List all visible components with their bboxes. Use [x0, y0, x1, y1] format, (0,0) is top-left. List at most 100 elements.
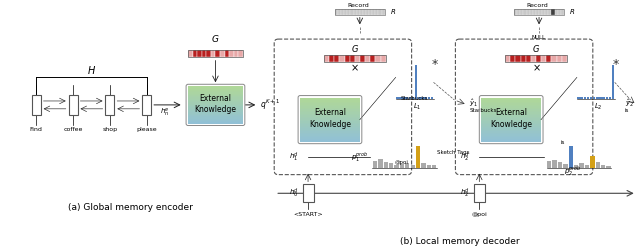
Bar [481, 109, 541, 111]
Bar [220, 50, 225, 57]
Bar [545, 9, 548, 14]
Text: Starbucks: Starbucks [469, 108, 497, 113]
Bar [596, 96, 598, 100]
Bar [106, 95, 115, 115]
Bar [383, 162, 388, 168]
Text: $p_1^{prob}$: $p_1^{prob}$ [351, 150, 369, 164]
Bar [481, 115, 541, 117]
Bar [300, 127, 360, 129]
Bar [188, 114, 243, 115]
Bar [188, 109, 243, 110]
Bar [188, 117, 243, 119]
Bar [526, 55, 531, 62]
Bar [335, 9, 338, 14]
Text: shop: shop [102, 126, 118, 132]
Bar [373, 160, 377, 168]
Bar [481, 130, 541, 132]
Bar [202, 50, 206, 57]
Bar [349, 55, 355, 62]
Bar [351, 9, 354, 14]
Bar [563, 164, 568, 168]
Bar [381, 9, 385, 14]
Bar [577, 96, 580, 100]
Bar [602, 96, 605, 100]
Bar [197, 50, 202, 57]
Bar [481, 100, 541, 102]
Bar [234, 50, 238, 57]
Bar [300, 112, 360, 114]
Text: coffee: coffee [63, 126, 83, 132]
Bar [300, 108, 360, 110]
Bar [229, 50, 234, 57]
Bar [344, 9, 348, 14]
Bar [481, 121, 541, 123]
Bar [188, 50, 193, 57]
Text: $h_0^d$: $h_0^d$ [289, 187, 299, 200]
Bar [418, 96, 420, 100]
Bar [403, 96, 405, 100]
Bar [531, 55, 536, 62]
Text: Record: Record [347, 3, 369, 8]
Bar [206, 50, 211, 57]
Bar [558, 162, 562, 168]
Bar [300, 111, 360, 113]
Bar [188, 94, 243, 96]
Bar [517, 9, 520, 14]
Bar [481, 108, 541, 110]
Bar [515, 55, 520, 62]
Bar [188, 116, 243, 118]
Text: Starbucks: Starbucks [401, 96, 428, 101]
Bar [481, 140, 541, 142]
Bar [510, 55, 515, 62]
Bar [371, 55, 376, 62]
Bar [211, 50, 216, 57]
Bar [408, 96, 411, 100]
Bar [188, 115, 243, 116]
Bar [552, 160, 557, 168]
Bar [355, 55, 360, 62]
Bar [399, 96, 402, 100]
Bar [188, 111, 243, 113]
Bar [585, 165, 589, 168]
Bar [481, 137, 541, 139]
Bar [524, 9, 527, 14]
Bar [389, 164, 394, 168]
Bar [188, 106, 243, 108]
Bar [481, 111, 541, 113]
Bar [188, 118, 243, 120]
Bar [68, 95, 77, 115]
Bar [432, 166, 436, 168]
Text: $h_1^d$: $h_1^d$ [289, 150, 299, 164]
Bar [428, 96, 430, 100]
Bar [300, 130, 360, 132]
Bar [599, 96, 602, 100]
Bar [405, 162, 410, 168]
Bar [574, 164, 579, 168]
Bar [188, 105, 243, 107]
Bar [300, 106, 360, 108]
Bar [300, 128, 360, 130]
Bar [547, 161, 552, 168]
Text: Find: Find [30, 126, 43, 132]
Bar [481, 112, 541, 114]
Bar [329, 55, 334, 62]
Bar [300, 124, 360, 126]
Text: $\it{G}$: $\it{G}$ [211, 33, 220, 44]
Bar [378, 9, 381, 14]
Bar [481, 126, 541, 128]
Text: $q^{K+1}$: $q^{K+1}$ [260, 98, 280, 112]
Bar [580, 96, 583, 100]
Bar [481, 136, 541, 138]
Bar [300, 136, 360, 138]
Text: External: External [495, 108, 527, 117]
Bar [552, 55, 557, 62]
Text: Knowledge: Knowledge [490, 120, 532, 129]
Bar [188, 110, 243, 112]
Bar [300, 121, 360, 123]
Bar [300, 100, 360, 102]
Bar [188, 100, 243, 102]
Bar [481, 132, 541, 134]
Bar [300, 118, 360, 120]
Bar [300, 102, 360, 104]
Bar [400, 164, 404, 168]
